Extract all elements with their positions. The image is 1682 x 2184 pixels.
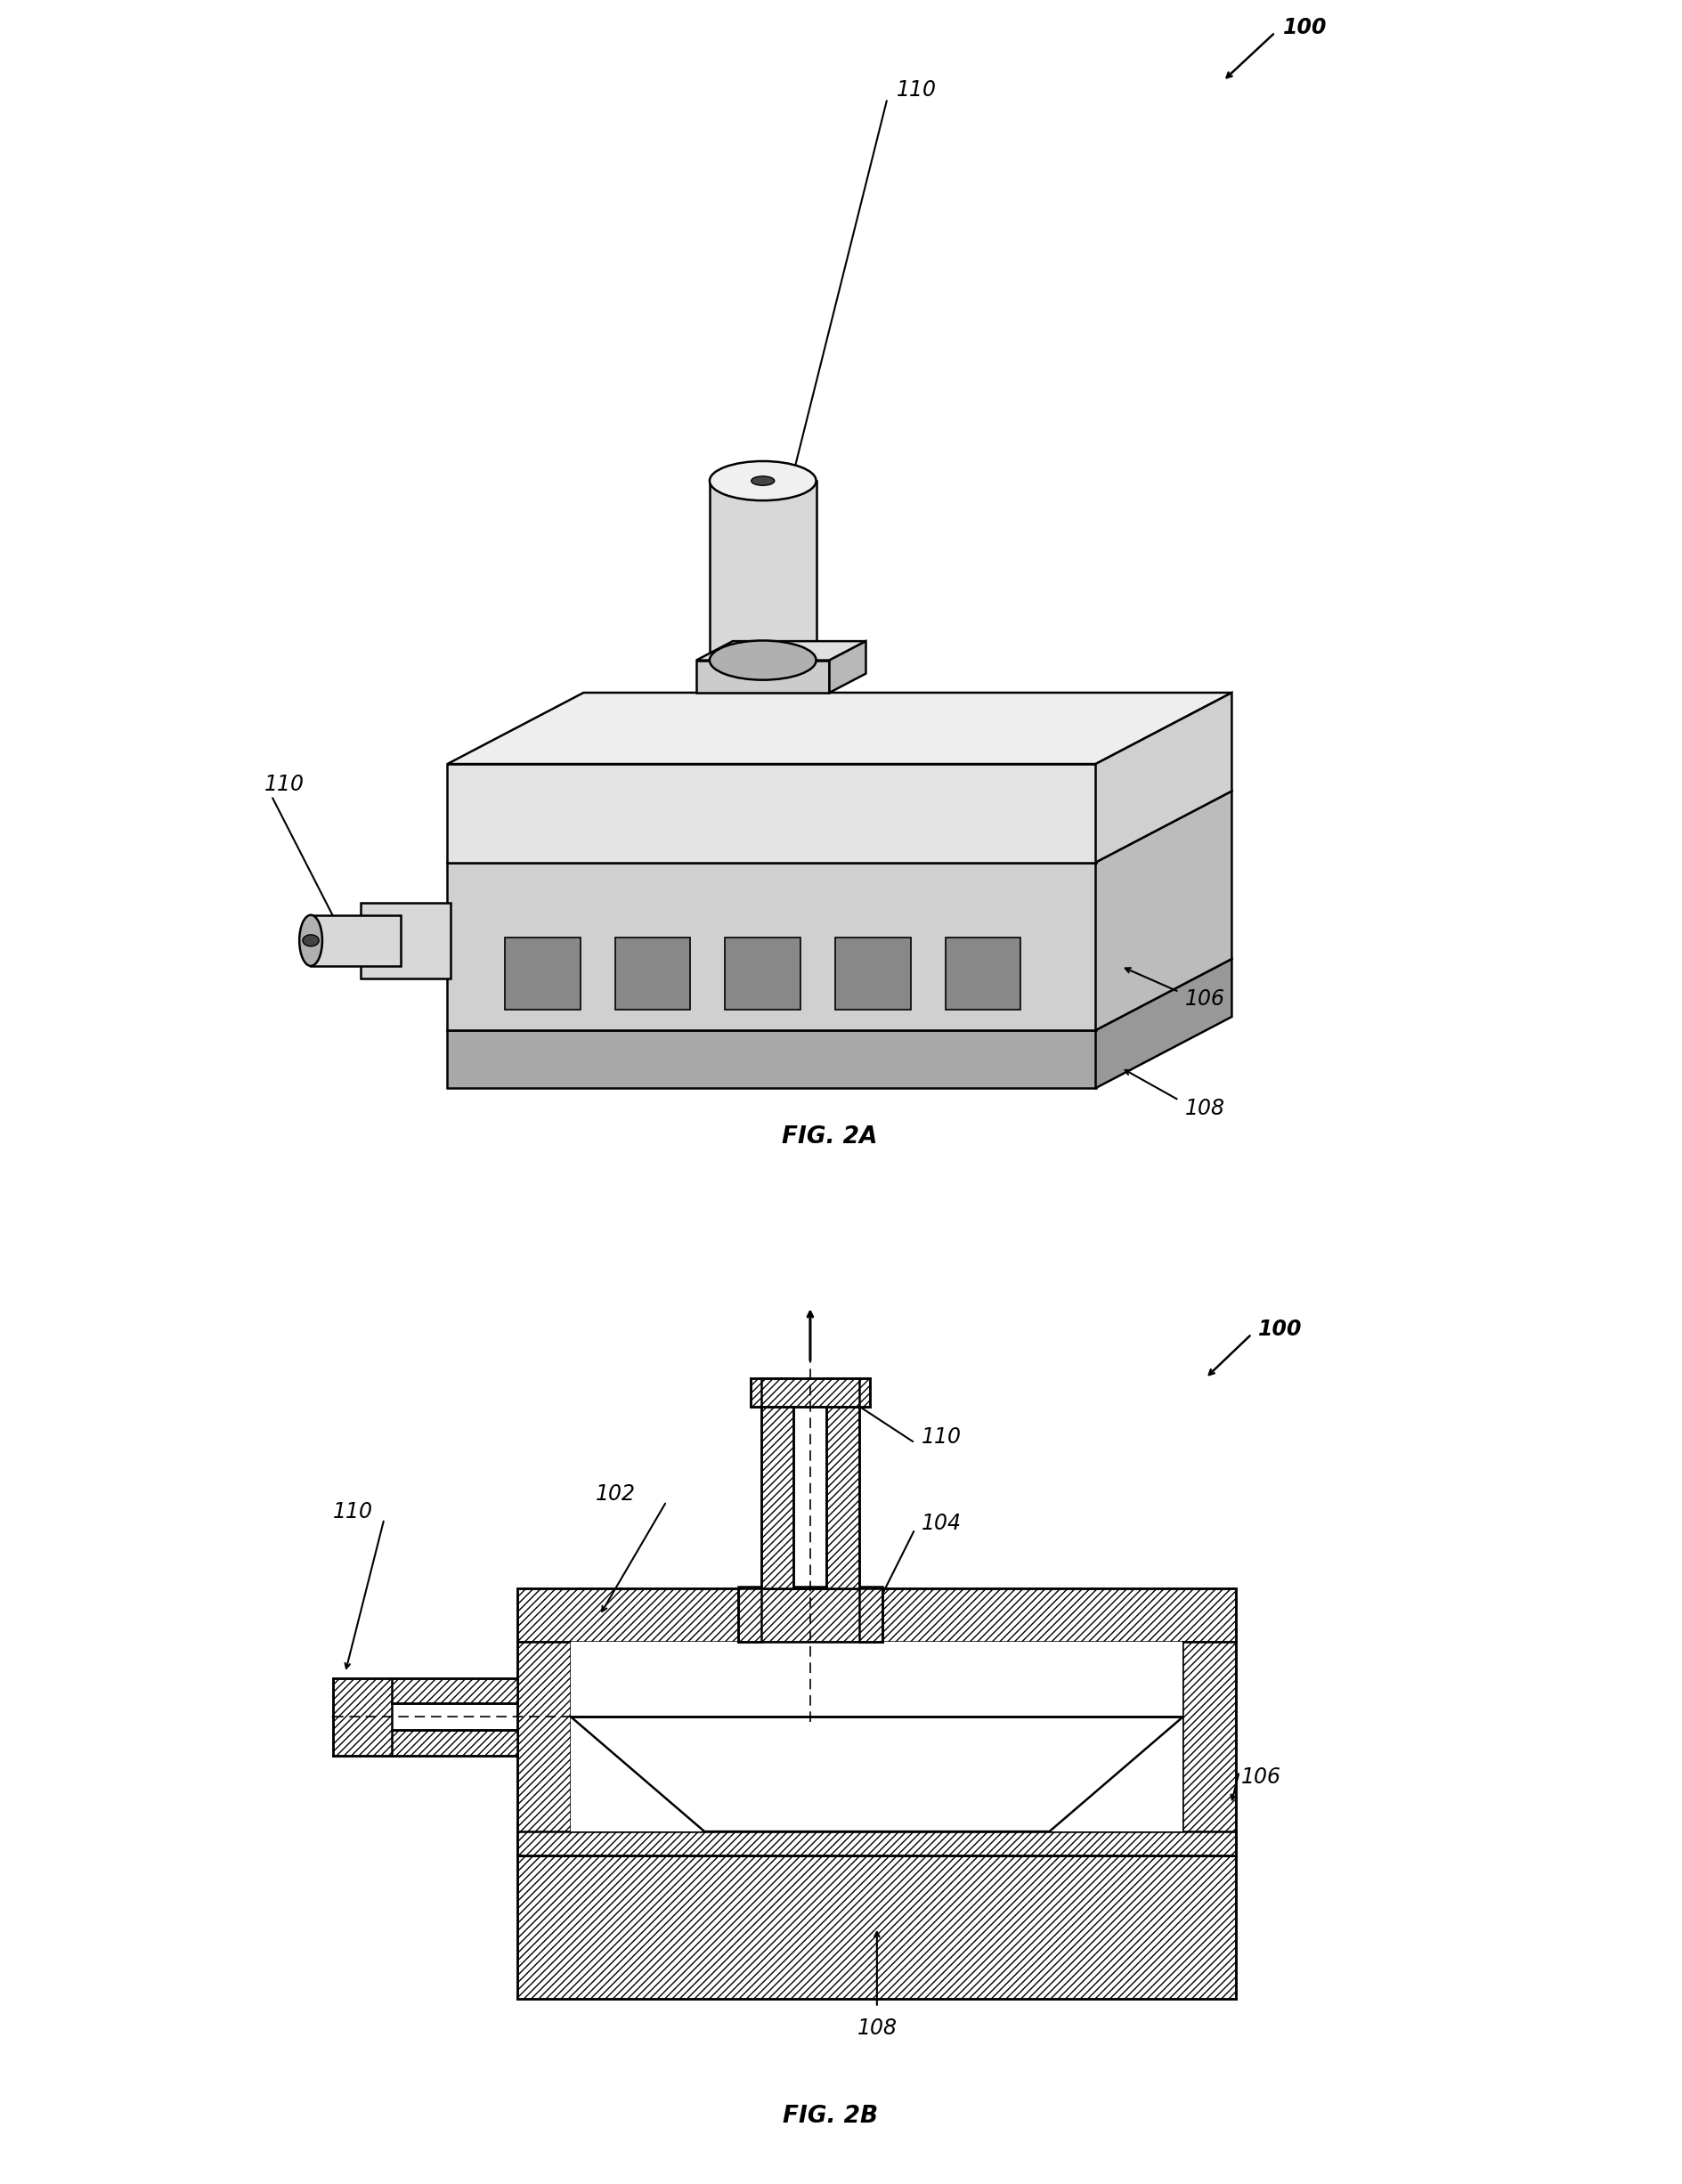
Polygon shape — [750, 1378, 870, 1406]
Text: 100: 100 — [1283, 17, 1327, 39]
Polygon shape — [447, 764, 1095, 863]
Ellipse shape — [710, 640, 816, 679]
Polygon shape — [518, 1588, 1236, 1642]
Polygon shape — [760, 1378, 794, 1588]
Ellipse shape — [303, 935, 320, 946]
Polygon shape — [447, 692, 1231, 764]
Polygon shape — [826, 1378, 860, 1588]
Bar — [311, 915, 400, 965]
Ellipse shape — [710, 461, 816, 500]
Polygon shape — [447, 959, 1231, 1031]
Bar — [570, 1642, 1182, 1832]
Ellipse shape — [390, 915, 412, 965]
Polygon shape — [696, 642, 866, 660]
Bar — [518, 1588, 1236, 1856]
Bar — [505, 937, 580, 1009]
Polygon shape — [829, 642, 866, 692]
Polygon shape — [696, 660, 829, 692]
Polygon shape — [710, 480, 816, 660]
Text: 106: 106 — [1184, 987, 1224, 1009]
Text: 104: 104 — [922, 1511, 960, 1533]
Polygon shape — [518, 1832, 1236, 1856]
Text: 152: 152 — [1166, 780, 1206, 802]
Text: 102: 102 — [1187, 732, 1228, 753]
Ellipse shape — [752, 476, 774, 485]
Polygon shape — [447, 791, 1231, 863]
Text: 110: 110 — [922, 1426, 960, 1448]
Polygon shape — [570, 1717, 1182, 1832]
Polygon shape — [518, 1642, 570, 1856]
Text: FIG. 2B: FIG. 2B — [784, 2105, 878, 2127]
Polygon shape — [518, 1856, 1236, 1998]
Text: FIG. 2A: FIG. 2A — [782, 1125, 878, 1149]
Polygon shape — [447, 863, 1095, 1031]
Polygon shape — [738, 1586, 881, 1642]
Text: 100: 100 — [1258, 1319, 1302, 1339]
Text: 106: 106 — [1241, 1767, 1282, 1789]
Text: 102: 102 — [595, 1483, 636, 1505]
Polygon shape — [1182, 1642, 1236, 1856]
Bar — [360, 902, 451, 978]
Polygon shape — [447, 1031, 1095, 1088]
Bar — [836, 937, 910, 1009]
Polygon shape — [1095, 692, 1231, 863]
Ellipse shape — [299, 915, 323, 965]
Polygon shape — [333, 1677, 518, 1756]
Text: 112: 112 — [870, 1795, 910, 1817]
Text: 110: 110 — [264, 773, 304, 795]
Polygon shape — [1095, 959, 1231, 1088]
Bar — [725, 937, 801, 1009]
Text: 108: 108 — [1184, 1099, 1224, 1118]
Text: 110: 110 — [897, 79, 937, 100]
Text: 110: 110 — [333, 1500, 373, 1522]
Polygon shape — [1095, 791, 1231, 1031]
Bar — [616, 937, 691, 1009]
Bar — [945, 937, 1021, 1009]
Text: 108: 108 — [856, 2018, 897, 2040]
